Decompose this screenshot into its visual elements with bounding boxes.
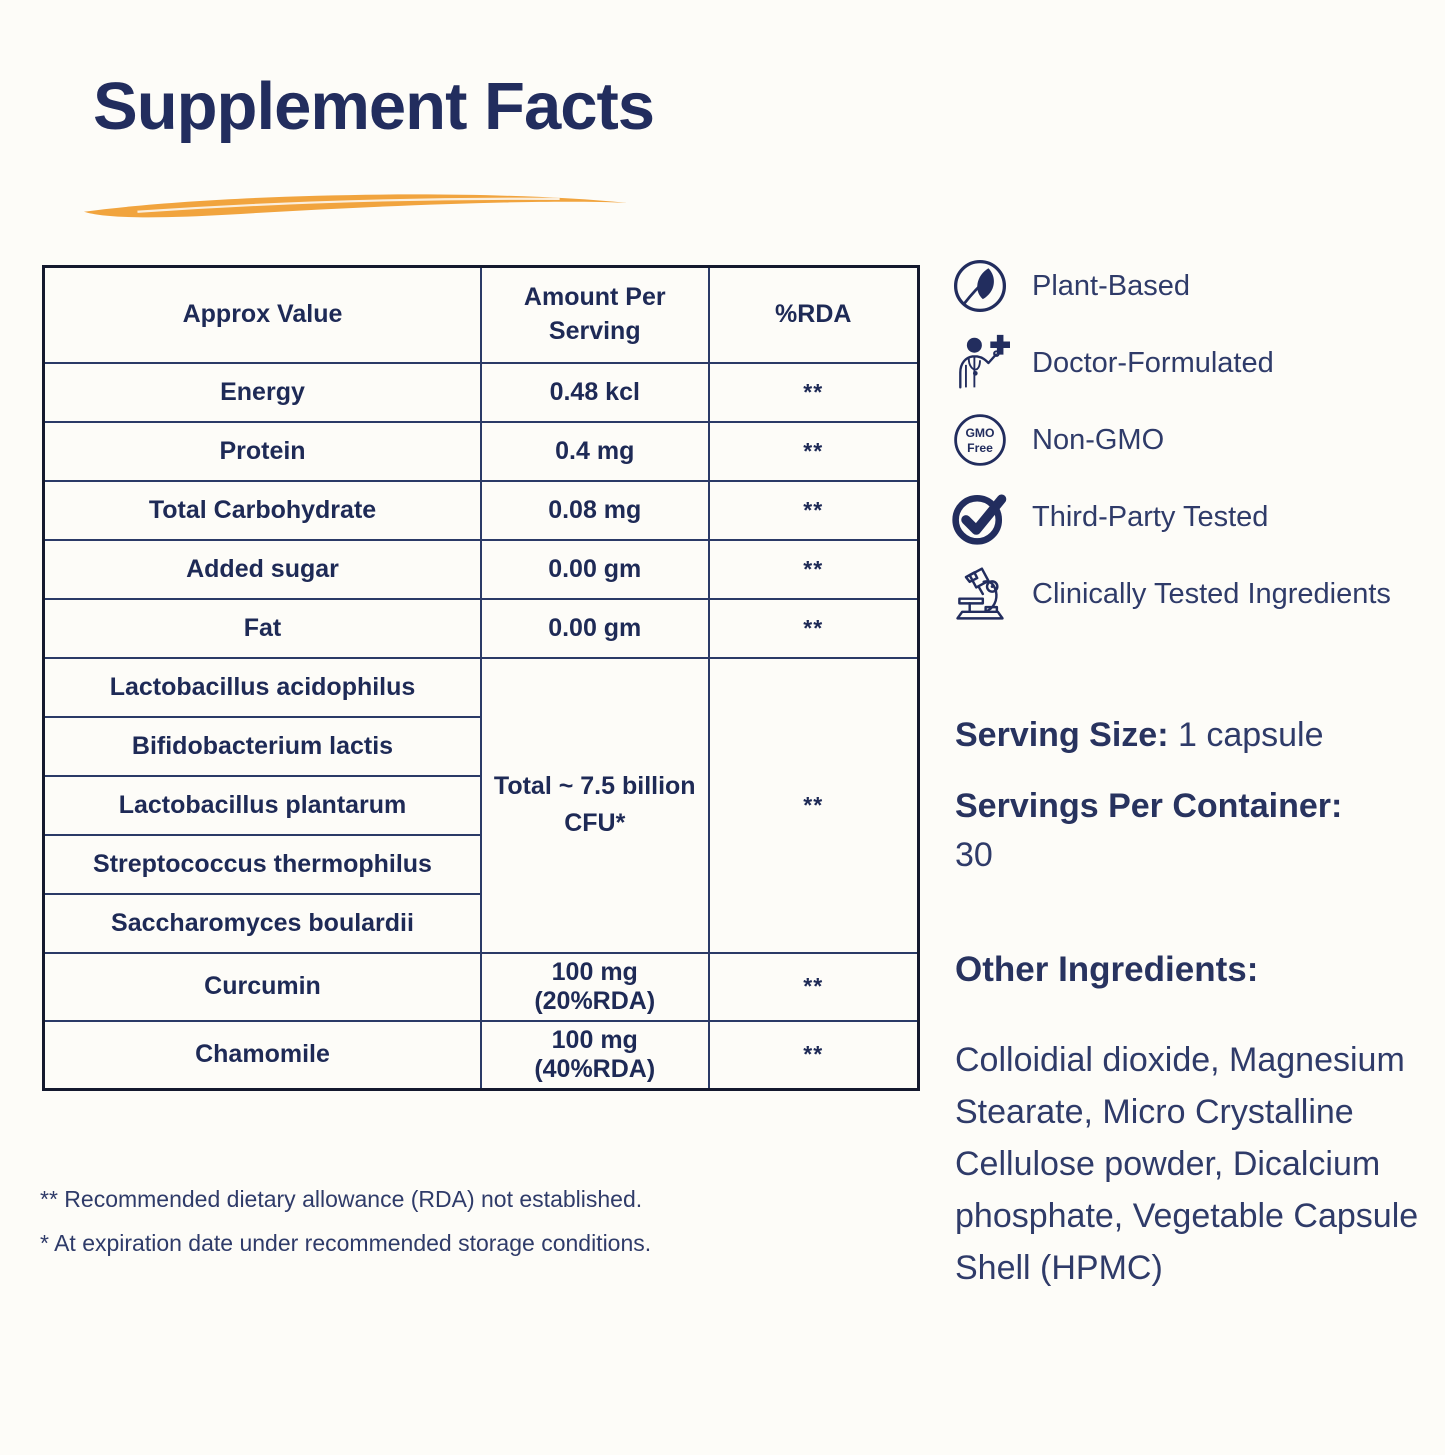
badge-label: Third-Party Tested [1032,500,1269,533]
serving-info: Serving Size: 1 capsule Servings Per Con… [955,716,1342,875]
gmo-icon-text-line1: GMO [965,426,994,440]
page-title: Supplement Facts [93,69,655,144]
badge-label: Non-GMO [1032,423,1165,456]
probiotic-rda-cell: ** [707,656,920,954]
badge-label: Doctor-Formulated [1032,346,1274,379]
nutrient-name-cell: Curcumin [42,951,482,1022]
probiotic-name-cell: Lactobacillus acidophilus [42,656,482,718]
probiotic-name-cell: Bifidobacterium lactis [42,715,482,777]
table-row: Total Carbohydrate 0.08 mg ** [42,479,920,541]
probiotic-name-cell: Streptococcus thermophilus [42,833,482,895]
gmo-icon-text-line2: Free [967,441,993,455]
column-header-rda: %RDA [707,265,920,364]
gmo-free-icon: GMO Free [950,410,1010,470]
serving-size-value: 1 capsule [1177,716,1324,754]
serving-size-line: Serving Size: 1 capsule [955,716,1342,755]
badge-plant-based: Plant-Based [950,256,1391,316]
badge-label: Plant-Based [1032,269,1190,302]
rda-cell: ** [707,420,920,482]
table-row: Lactobacillus plantarum [42,774,919,836]
table-row: Streptococcus thermophilus [42,833,919,895]
amount-cell: 0.00 gm [480,538,710,600]
nutrient-name-cell: Total Carbohydrate [42,479,482,541]
nutrient-name-cell: Energy [42,361,482,423]
badge-third-party-tested: Third-Party Tested [950,487,1391,547]
other-ingredients-heading: Other Ingredients: [955,950,1259,989]
amount-cell: 100 mg (20%RDA) [480,951,710,1022]
table-header-row: Approx Value Amount Per Serving %RDA [42,265,920,364]
badge-doctor-formulated: Doctor-Formulated [950,333,1391,393]
amount-cell: 0.00 gm [480,597,710,659]
rda-cell: ** [707,479,920,541]
table-row: Lactobacillus acidophilus Total ~ 7.5 bi… [42,656,920,954]
leaf-circle-icon [950,256,1010,316]
table-row: Bifidobacterium lactis [42,715,919,777]
serving-size-label: Serving Size: [955,716,1169,754]
other-ingredients-body: Colloidial dioxide, Magnesium Stearate, … [955,1041,1419,1287]
amount-cell: 0.48 kcl [480,361,710,423]
microscope-icon [950,564,1010,624]
check-circle-icon [950,487,1010,547]
rda-cell: ** [707,597,920,659]
probiotic-total-amount-cell: Total ~ 7.5 billion CFU* [480,656,710,954]
probiotic-name-cell: Lactobacillus plantarum [42,774,482,836]
badge-clinically-tested: Clinically Tested Ingredients [950,564,1391,624]
table-row: Saccharomyces boulardii [42,892,919,954]
other-ingredients-section: Other Ingredients: Colloidial dioxide, M… [955,950,1423,1294]
nutrient-name-cell: Chamomile [42,1019,482,1090]
table-row: Fat 0.00 gm ** [42,597,920,659]
servings-per-container-label: Servings Per Container: [955,787,1343,825]
badge-label: Clinically Tested Ingredients [1032,577,1391,610]
servings-per-container-value: 30 [955,836,993,874]
table-row: Added sugar 0.00 gm ** [42,538,920,600]
table-row: Chamomile 100 mg (40%RDA) ** [42,1019,920,1090]
rda-cell: ** [707,951,920,1022]
amount-cell: 100 mg (40%RDA) [480,1019,710,1090]
footnotes: ** Recommended dietary allowance (RDA) n… [40,1186,651,1257]
table-row: Energy 0.48 kcl ** [42,361,920,423]
doctor-icon [950,333,1010,393]
badge-non-gmo: GMO Free Non-GMO [950,410,1391,470]
rda-cell: ** [707,361,920,423]
table-row: Protein 0.4 mg ** [42,420,920,482]
nutrient-name-cell: Added sugar [42,538,482,600]
column-header-amount-per-serving: Amount Per Serving [480,265,710,364]
nutrient-name-cell: Protein [42,420,482,482]
rda-cell: ** [707,1019,920,1090]
nutrient-name-cell: Fat [42,597,482,659]
rda-cell: ** [707,538,920,600]
footnote-rda: ** Recommended dietary allowance (RDA) n… [40,1186,643,1212]
amount-cell: 0.4 mg [480,420,710,482]
probiotic-name-cell: Saccharomyces boulardii [42,892,482,954]
column-header-approx-value: Approx Value [42,265,482,364]
brush-underline-icon [78,186,633,226]
amount-cell: 0.08 mg [480,479,710,541]
footnote-expiration: * At expiration date under recommended s… [40,1230,652,1256]
feature-badges: Plant-Based Doctor-Formulated [950,256,1391,624]
facts-table: Approx Value Amount Per Serving %RDA Ene… [42,265,920,1091]
table-row: Curcumin 100 mg (20%RDA) ** [42,951,920,1022]
